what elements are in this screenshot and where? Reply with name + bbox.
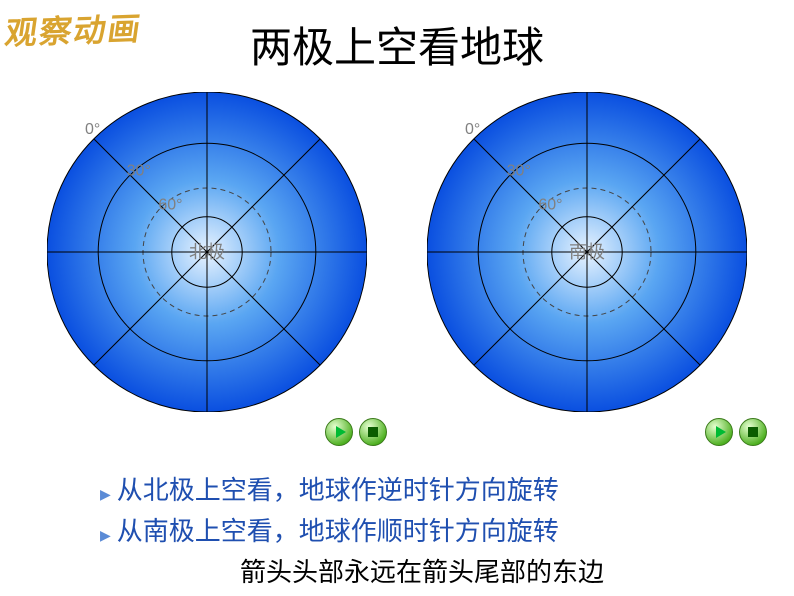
- degree-label: 60°: [538, 196, 562, 213]
- page-title-text: 两极上空看地球: [250, 26, 544, 72]
- controls-left: [325, 418, 387, 446]
- globes-row: 0° 30° 60° 北极 0° 30° 60° 南极: [0, 92, 794, 412]
- bullet-text: 从北极上空看，地球作逆时针方向旋转: [117, 470, 559, 507]
- south-pole-globe: 0° 30° 60° 南极: [427, 92, 747, 412]
- degree-label: 0°: [465, 121, 480, 138]
- controls-right: [705, 418, 767, 446]
- bullet-item: ▶ 从北极上空看，地球作逆时针方向旋转: [100, 470, 744, 507]
- play-icon: [716, 426, 726, 438]
- north-pole-svg: 0° 30° 60° 北极: [47, 92, 367, 412]
- south-pole-svg: 0° 30° 60° 南极: [427, 92, 747, 412]
- page-title: 两极上空看地球: [0, 14, 794, 75]
- play-icon: [336, 426, 346, 438]
- bullet-list: ▶ 从北极上空看，地球作逆时针方向旋转 ▶ 从南极上空看，地球作顺时针方向旋转 …: [100, 470, 744, 589]
- bullet-marker-icon: ▶: [100, 528, 111, 545]
- bullet-item: ▶ 从南极上空看，地球作顺时针方向旋转: [100, 511, 744, 548]
- play-button[interactable]: [325, 418, 353, 446]
- bullet-text: 从南极上空看，地球作顺时针方向旋转: [117, 511, 559, 548]
- north-pole-globe: 0° 30° 60° 北极: [47, 92, 367, 412]
- stop-icon: [368, 427, 378, 437]
- arrow-note-text: 箭头头部永远在箭头尾部的东边: [240, 558, 604, 587]
- slide: 观察动画 两极上空看地球 0°30°60°北极 0°30°60°南极 ▶ 从北极…: [0, 0, 794, 596]
- degree-label: 60°: [158, 196, 182, 213]
- bullet-marker-icon: ▶: [100, 487, 111, 504]
- degree-label: 30°: [127, 163, 151, 180]
- play-button[interactable]: [705, 418, 733, 446]
- arrow-note: 箭头头部永远在箭头尾部的东边: [100, 552, 744, 589]
- degree-label: 0°: [85, 121, 100, 138]
- stop-icon: [748, 427, 758, 437]
- pole-label: 北极: [189, 242, 225, 262]
- pole-label: 南极: [569, 242, 605, 262]
- degree-label: 30°: [507, 163, 531, 180]
- stop-button[interactable]: [739, 418, 767, 446]
- stop-button[interactable]: [359, 418, 387, 446]
